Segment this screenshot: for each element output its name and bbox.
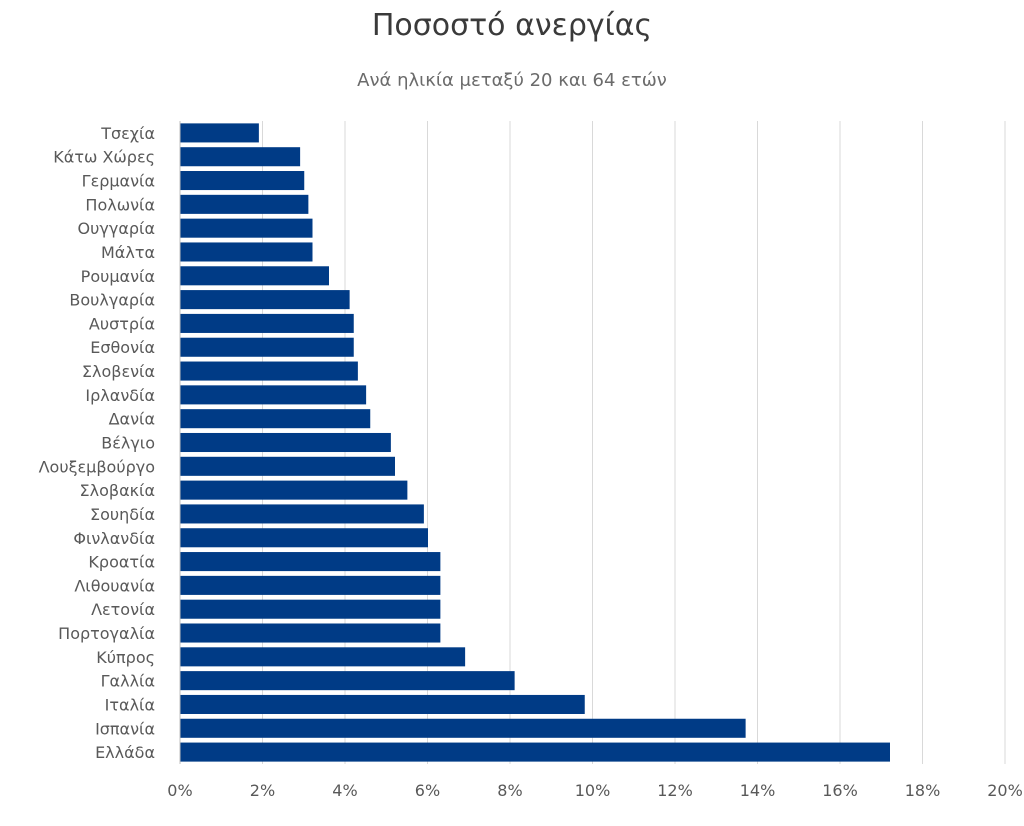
bar <box>180 171 305 191</box>
x-tick-label: 14% <box>740 781 776 800</box>
category-label: Αυστρία <box>89 314 155 333</box>
category-label: Γαλλία <box>101 672 155 691</box>
category-label: Φινλανδία <box>73 529 155 548</box>
category-label: Ιταλία <box>105 695 155 714</box>
x-tick-label: 6% <box>415 781 440 800</box>
category-label: Σουηδία <box>90 505 155 524</box>
category-label: Εσθονία <box>90 338 155 357</box>
bar <box>180 147 301 167</box>
category-label: Ελλάδα <box>95 743 155 762</box>
category-label: Γερμανία <box>82 172 155 191</box>
category-label: Βέλγιο <box>101 434 155 453</box>
bar <box>180 218 313 238</box>
x-tick-label: 20% <box>987 781 1023 800</box>
bar <box>180 718 746 738</box>
bar <box>180 528 428 548</box>
bar <box>180 742 890 762</box>
x-tick-label: 0% <box>167 781 192 800</box>
category-label: Σλοβακία <box>79 481 155 500</box>
category-label: Βουλγαρία <box>69 291 155 310</box>
x-tick-label: 16% <box>822 781 858 800</box>
bar <box>180 194 309 214</box>
bar <box>180 409 371 429</box>
x-tick-label: 18% <box>905 781 941 800</box>
category-label: Κροατία <box>88 553 155 572</box>
bar <box>180 647 466 667</box>
bar <box>180 552 441 572</box>
category-label: Σλοβενία <box>82 362 155 381</box>
category-label: Πολωνία <box>85 195 155 214</box>
bar <box>180 242 313 262</box>
x-tick-label: 10% <box>575 781 611 800</box>
bar <box>180 123 259 143</box>
bar <box>180 290 350 310</box>
chart-subtitle: Ανά ηλικία μεταξύ 20 και 64 ετών <box>357 70 667 91</box>
bar <box>180 599 441 619</box>
bar <box>180 385 367 405</box>
x-tick-label: 12% <box>657 781 693 800</box>
category-label: Τσεχία <box>100 124 155 143</box>
bar <box>180 480 408 500</box>
bar <box>180 337 354 357</box>
category-label: Ουγγαρία <box>78 219 155 238</box>
bar <box>180 361 358 381</box>
category-label: Πορτογαλία <box>58 624 155 643</box>
bar <box>180 504 424 524</box>
x-tick-label: 4% <box>332 781 357 800</box>
category-label: Ιρλανδία <box>85 386 155 405</box>
category-label: Ρουμανία <box>81 267 155 286</box>
bar <box>180 575 441 595</box>
x-tick-label: 8% <box>497 781 522 800</box>
x-tick-label: 2% <box>250 781 275 800</box>
bar <box>180 671 515 691</box>
category-label: Κύπρος <box>96 648 155 667</box>
bar <box>180 432 391 453</box>
category-label: Λετονία <box>91 600 155 619</box>
category-label: Λιθουανία <box>74 576 155 595</box>
bar <box>180 313 354 333</box>
category-label: Μάλτα <box>101 243 155 262</box>
category-label: Δανία <box>109 410 155 429</box>
bar <box>180 623 441 643</box>
bar <box>180 266 329 286</box>
chart-title: Ποσοστό ανεργίας <box>371 8 653 43</box>
bar <box>180 694 585 714</box>
category-label: Λουξεμβούργο <box>39 457 155 476</box>
bar <box>180 456 395 476</box>
category-label: Ισπανία <box>95 719 155 738</box>
category-label: Κάτω Χώρες <box>53 148 155 167</box>
